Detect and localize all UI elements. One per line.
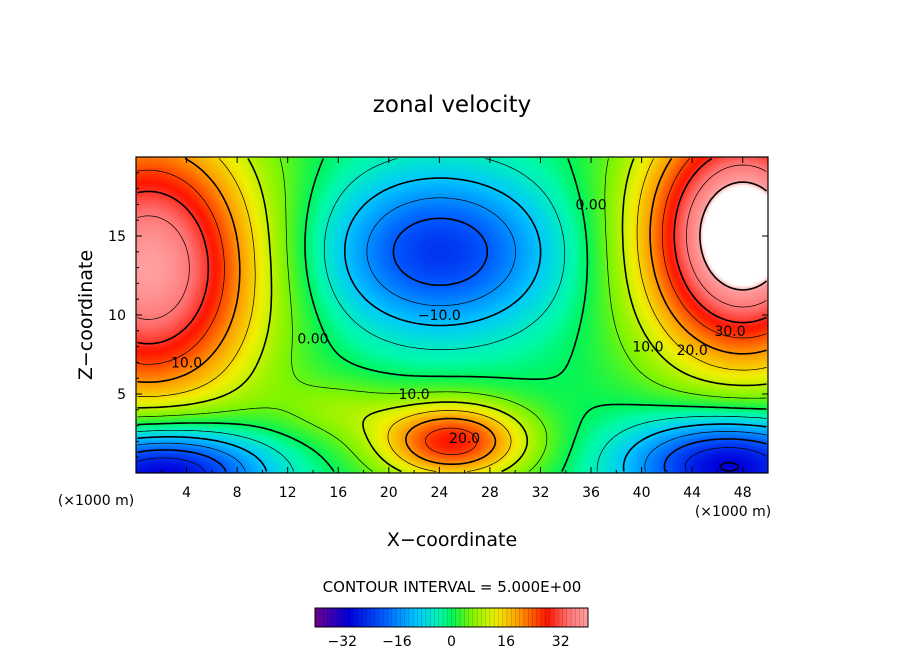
colorbar-stripes <box>319 608 584 627</box>
contour-label-7: 20.0 <box>677 343 708 359</box>
colorbar-tick-label-1: −16 <box>382 634 412 650</box>
contour-line-40 <box>699 181 768 291</box>
x-units-label-left: (×1000 m) <box>58 493 134 509</box>
velocity-field <box>136 157 768 473</box>
x-tick-label-12: 12 <box>279 485 297 501</box>
x-tick-label-32: 32 <box>532 485 550 501</box>
chart-title: zonal velocity <box>373 92 531 118</box>
x-tick-label-48: 48 <box>734 485 752 501</box>
contour-line--20 <box>137 217 767 472</box>
contour-line-5 <box>137 158 767 472</box>
contour-line-25 <box>137 158 767 455</box>
contour-line-35 <box>137 164 767 320</box>
contour-lines <box>137 157 768 473</box>
contour-labels: 0.00 −10.0 0.00 10.0 10.0 20.0 10.0 20.0 30.0 <box>171 197 746 447</box>
contour-line-15 <box>137 158 767 472</box>
x-units-label-right: (×1000 m) <box>695 504 771 520</box>
y-axis-label: Z−coordinate <box>75 250 97 380</box>
x-tick-label-8: 8 <box>233 485 242 501</box>
contour-label-3: 10.0 <box>171 355 202 371</box>
contour-line--25 <box>137 447 767 472</box>
contour-label-5: 20.0 <box>449 431 480 447</box>
contour-line-20 <box>137 157 767 465</box>
contour-label-1: −10.0 <box>418 308 461 324</box>
x-tick-label-28: 28 <box>481 485 499 501</box>
y-axis: 5 10 15 <box>108 172 768 458</box>
contour-line--10 <box>137 177 767 472</box>
y-tick-label-15: 15 <box>108 229 126 245</box>
x-tick-label-20: 20 <box>380 485 398 501</box>
colorbar-tick-label-0: −32 <box>328 634 358 650</box>
x-axis-label: X−coordinate <box>387 529 517 551</box>
contour-line-30 <box>137 157 767 345</box>
x-tick-label-4: 4 <box>182 485 191 501</box>
contour-label-4: 10.0 <box>398 387 429 403</box>
x-tick-label-44: 44 <box>683 485 701 501</box>
contour-interval-text: CONTOUR INTERVAL = 5.000E+00 <box>323 578 582 596</box>
x-tick-label-40: 40 <box>633 485 651 501</box>
contour-label-2: 0.00 <box>297 332 328 348</box>
x-tick-label-16: 16 <box>329 485 347 501</box>
contour-line-0 <box>137 158 767 472</box>
colorbar-tick-label-3: 16 <box>497 634 515 650</box>
contour-line--15 <box>137 197 767 472</box>
colorbar-ticks: −32 −16 0 16 32 <box>328 634 570 650</box>
y-tick-label-5: 5 <box>117 387 126 403</box>
x-axis: 4 8 12 16 20 24 28 32 36 40 44 48 <box>160 157 752 501</box>
contour-line-10 <box>137 158 767 473</box>
contour-label-8: 30.0 <box>714 324 745 340</box>
contour-label-6: 10.0 <box>632 340 663 356</box>
colorbar-tick-label-2: 0 <box>447 634 456 650</box>
x-tick-label-36: 36 <box>582 485 600 501</box>
y-tick-label-10: 10 <box>108 308 126 324</box>
contour-line--30 <box>719 461 740 472</box>
colorbar-tick-label-4: 32 <box>552 634 570 650</box>
contour-label-0: 0.00 <box>575 197 606 213</box>
x-tick-label-24: 24 <box>430 485 448 501</box>
